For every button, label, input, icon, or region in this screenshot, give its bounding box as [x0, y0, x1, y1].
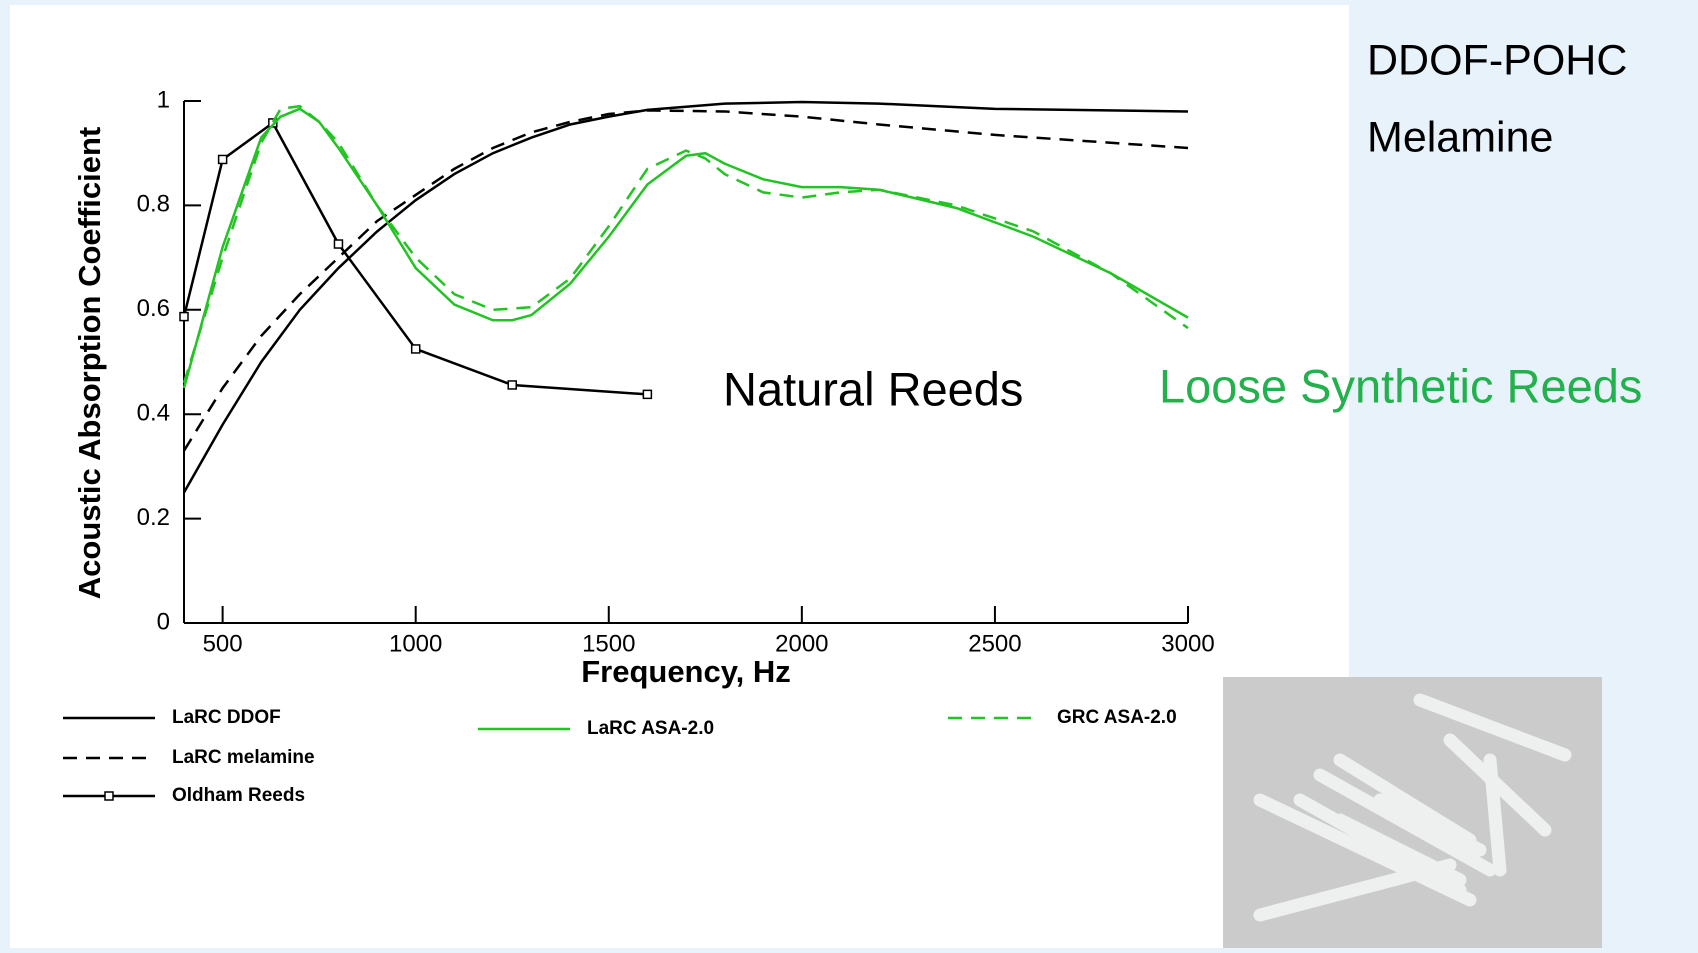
reeds-photo: [1223, 677, 1602, 948]
y-tick-label: 0.6: [137, 295, 170, 322]
legend-marker: [104, 791, 114, 801]
x-tick-label: 1500: [582, 630, 635, 657]
x-tick-label: 2500: [968, 630, 1021, 657]
series-line: [182, 107, 1189, 389]
annotation: DDOF-POHC: [1367, 36, 1627, 84]
legend-label: Oldham Reeds: [172, 785, 305, 806]
series-line: [182, 104, 1189, 384]
x-tick-label: 1000: [389, 630, 442, 657]
y-tick-label: 0: [157, 608, 170, 635]
annotation: Melamine: [1367, 113, 1553, 161]
point-marker: [217, 154, 228, 165]
white-panel: [10, 5, 1349, 948]
annotation: Loose Synthetic Reeds: [1159, 359, 1642, 412]
y-tick-label: 0.2: [137, 504, 170, 531]
annotation: Natural Reeds: [723, 362, 1023, 415]
y-axis-label: Acoustic Absorption Coefficient: [72, 127, 107, 599]
y-tick-label: 0.4: [137, 400, 170, 427]
point-marker: [333, 239, 344, 249]
point-marker: [179, 311, 189, 322]
x-tick-label: 3000: [1161, 630, 1214, 657]
series-line: [182, 109, 1189, 452]
x-tick-label: 2000: [775, 630, 828, 657]
point-marker: [410, 344, 421, 354]
legend-label: GRC ASA-2.0: [1057, 707, 1177, 728]
point-marker: [507, 380, 517, 390]
y-tick-label: 0.8: [137, 191, 170, 218]
point-marker: [642, 389, 653, 400]
point-marker: [268, 118, 278, 128]
x-axis-label: Frequency, Hz: [581, 654, 791, 689]
y-tick-label: 1: [157, 86, 170, 113]
series-line: [182, 100, 1189, 494]
legend-label: LaRC melamine: [172, 747, 315, 768]
legend-label: LaRC ASA-2.0: [587, 718, 714, 739]
legend-label: LaRC DDOF: [172, 707, 281, 728]
x-tick-label: 500: [203, 630, 243, 657]
